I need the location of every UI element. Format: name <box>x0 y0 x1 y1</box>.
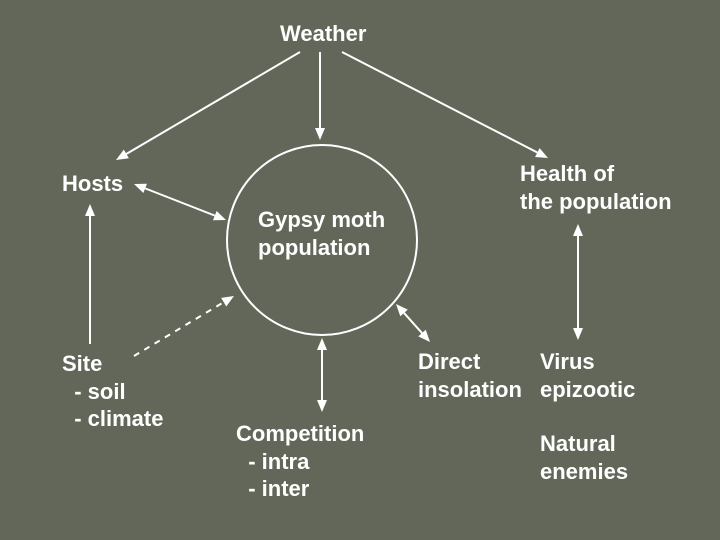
arrowhead-weather-to-circle-end <box>315 128 325 140</box>
arrowhead-hosts-circle-end <box>213 211 226 220</box>
arrowhead-hosts-site-end <box>85 204 95 216</box>
label-competition: Competition - intra - inter <box>236 420 364 503</box>
arrow-weather-to-hosts <box>126 52 300 154</box>
arrow-circle-direct <box>404 313 422 333</box>
arrowhead-weather-to-hosts-end <box>116 150 129 160</box>
label-health: Health of the population <box>520 160 672 215</box>
arrow-hosts-circle <box>145 188 215 215</box>
label-natural: Natural enemies <box>540 430 628 485</box>
label-direct: Direct insolation <box>418 348 522 403</box>
arrowhead-health-virus-end <box>573 328 583 340</box>
label-hosts: Hosts <box>62 170 123 198</box>
arrowhead-hosts-circle-start <box>134 184 147 193</box>
label-center: Gypsy moth population <box>258 206 385 261</box>
arrow-site-to-circle <box>134 302 224 356</box>
arrowhead-health-virus-start <box>573 224 583 236</box>
arrowhead-site-to-circle-end <box>221 296 234 306</box>
arrowhead-circle-competition-start <box>317 338 327 350</box>
label-weather: Weather <box>280 20 366 48</box>
label-site: Site - soil - climate <box>62 350 163 433</box>
arrowhead-circle-competition-end <box>317 400 327 412</box>
label-virus: Virus epizootic <box>540 348 635 403</box>
arrow-weather-to-health <box>342 52 537 153</box>
